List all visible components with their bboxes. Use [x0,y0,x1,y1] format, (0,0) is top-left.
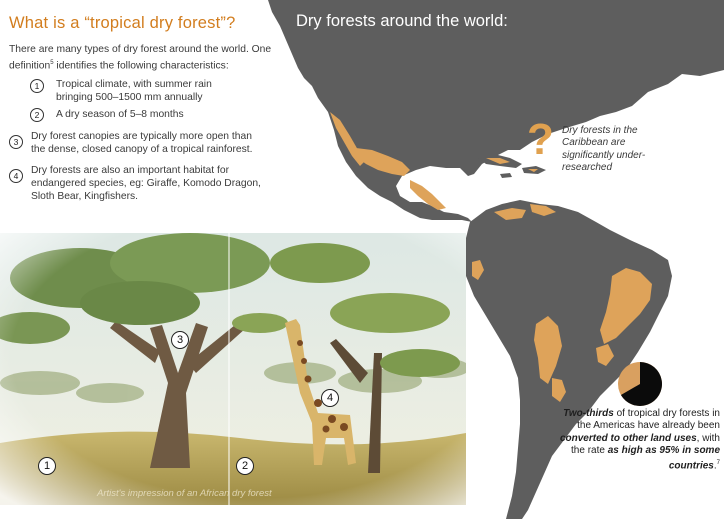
illustration-caption: Artist's impression of an African dry fo… [97,488,272,499]
north-america-landmass [268,0,724,222]
dry-forest-patch-hispaniola [528,169,538,172]
fact-converted: converted to other land uses [559,432,697,444]
dry-forest-illustration [0,233,466,505]
number-badge: 3 [9,135,23,149]
intro-text-end: identifies the following characteristics… [53,59,229,71]
fact-period: . [713,460,717,472]
illustration-marker-3: 3 [171,331,189,349]
pie-converted-slice [620,362,662,406]
number-badge: 4 [9,169,23,183]
characteristic-text: Dry forest canopies are typically more o… [31,131,253,155]
fact-text-1: of tropical dry forests in the Americas … [577,408,720,432]
dry-forest-patch-bolivia [534,316,562,384]
two-thirds-pie-chart [618,362,662,406]
footnote-5: 5 [50,59,54,66]
caribbean-note: Dry forests in the Caribbean are signifi… [562,125,646,174]
intro-text-start: There are many types of dry forest aroun… [9,44,272,71]
dry-forest-patch-ecuador [472,260,484,280]
illustration-marker-2: 2 [236,457,254,475]
characteristic-text: A dry season of 5–8 months [56,109,184,120]
conversion-fact: Two-thirds of tropical dry forests in th… [555,408,720,473]
dry-forest-patch-mexico-west [330,112,364,166]
characteristic-text: Dry forests are also an important habita… [31,165,261,202]
dry-forest-patch-central-america [410,180,446,210]
number-badge: 1 [30,79,44,93]
dry-forest-patch-chaco [552,378,566,402]
question-mark-icon: ? [527,115,554,164]
dry-forest-patch-mexico-south [356,148,410,176]
dry-forest-patch-cerrado [596,344,614,366]
dry-forest-patch-cuba [486,158,510,164]
illustration-marker-4: 4 [321,389,339,407]
footnote-7: 7 [716,460,720,467]
intro-paragraph: There are many types of dry forest aroun… [9,44,274,72]
section-heading: What is a “tropical dry forest”? [9,14,236,32]
map-title: Dry forests around the world: [296,12,508,30]
jamaica-island [500,173,512,178]
illustration-marker-1: 1 [38,457,56,475]
dry-forest-patch-venezuela [530,204,556,216]
dry-forest-patches [330,112,652,402]
fact-two-thirds: Two-thirds [563,408,614,419]
fact-text-2: , with the rate [571,432,720,456]
dry-forest-patch-colombia-north [494,208,526,220]
fact-rate: as high as 95% in some countries [607,444,720,472]
characteristic-text: Tropical climate, with summer rain bring… [56,79,212,103]
number-badge: 2 [30,108,44,122]
dry-forest-patch-caatinga [600,268,652,344]
